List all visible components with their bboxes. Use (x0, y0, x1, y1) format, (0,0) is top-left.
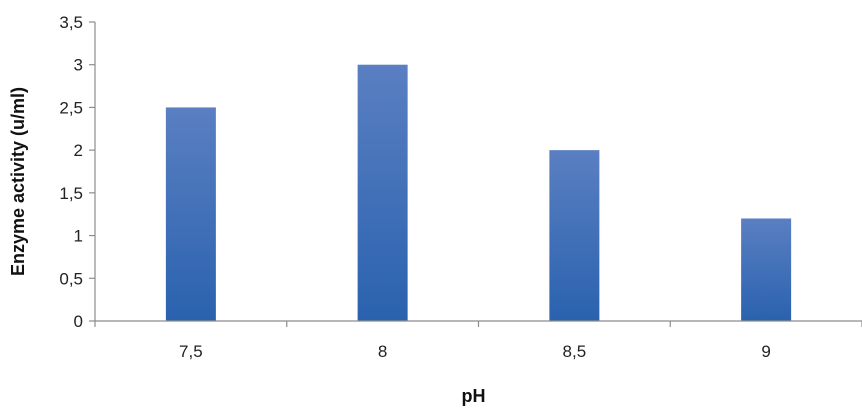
x-tick-label: 7,5 (179, 342, 203, 361)
y-tick-label: 0 (74, 312, 83, 331)
y-tick-label: 1,5 (59, 184, 83, 203)
y-tick-label: 0,5 (59, 269, 83, 288)
bar-9 (741, 218, 792, 321)
bar-8-5 (549, 150, 600, 321)
x-axis-title: pH (462, 386, 486, 406)
y-tick-label: 3 (74, 56, 83, 75)
bar-7-5 (165, 107, 216, 321)
bars (165, 64, 792, 321)
y-tick-label: 2,5 (59, 98, 83, 117)
x-axis-ticks: 7,5 8 8,5 9 (94, 321, 862, 361)
bar-8 (357, 64, 408, 321)
y-axis-ticks: 0 0,5 1 1,5 2 2,5 3 3,5 (59, 13, 95, 331)
y-tick-label: 2 (74, 141, 83, 160)
y-tick-label: 3,5 (59, 13, 83, 32)
y-tick-label: 1 (74, 227, 83, 246)
y-axis-title: Enzyme activity (u/ml) (8, 87, 28, 276)
x-tick-label: 8,5 (563, 342, 587, 361)
x-tick-label: 8 (378, 342, 387, 361)
x-tick-label: 9 (761, 342, 770, 361)
